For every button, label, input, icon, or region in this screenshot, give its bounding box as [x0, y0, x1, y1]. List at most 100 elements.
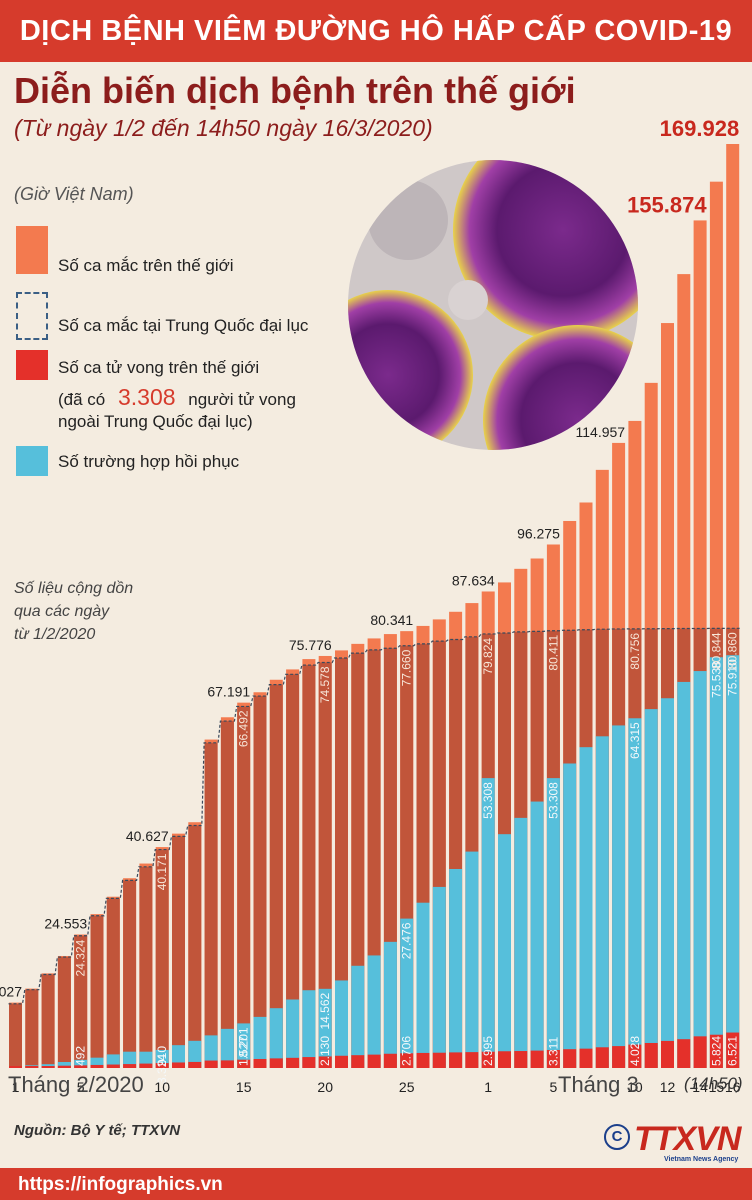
x-tick-label: 20 [317, 1079, 333, 1095]
deaths-label: 1.527 [237, 1036, 251, 1066]
china-cases-outline [8, 627, 740, 1005]
bar-recovered [677, 681, 691, 1068]
deaths-label: 3.311 [546, 1037, 560, 1066]
bar-total-label: 24.553 [44, 915, 87, 931]
bar-deaths [139, 1063, 153, 1068]
legend-deaths-note-prefix: (đã có [58, 390, 106, 409]
recovered-label: 53.308 [546, 782, 560, 819]
bar-total-label: 80.341 [370, 612, 413, 628]
bar-recovered [367, 955, 381, 1068]
bar-recovered [530, 801, 544, 1068]
bar-china-cases [269, 684, 283, 1068]
cumulative-note-line2: qua các ngày [14, 603, 110, 620]
x-tick-label: 14 [692, 1079, 708, 1095]
deaths-label: 6.521 [726, 1036, 740, 1066]
bar-deaths [188, 1061, 202, 1068]
legend-label-recovered: Số trường hợp hồi phục [58, 452, 240, 471]
bar-recovered [220, 1028, 234, 1068]
bar-recovered [351, 965, 365, 1068]
month-label-mar: Tháng 3 [558, 1072, 639, 1097]
x-tick-label: 1 [12, 1079, 20, 1095]
bar-deaths [628, 1044, 642, 1068]
x-tick-label: 12 [660, 1079, 676, 1095]
bar-recovered [579, 747, 593, 1068]
bar-recovered [237, 1023, 251, 1068]
china-cases-label: 74.578 [318, 666, 332, 703]
bar-deaths [612, 1046, 626, 1068]
bar-china-cases [74, 935, 88, 1068]
bar-recovered [90, 1057, 104, 1068]
bar-recovered [318, 988, 332, 1068]
bar-total-label: 87.634 [452, 572, 495, 588]
x-tick-label: 1 [484, 1079, 492, 1095]
bar-deaths [693, 1036, 707, 1068]
bar-deaths [155, 1063, 169, 1068]
bar-deaths [90, 1064, 104, 1068]
deaths-label: 492 [74, 1046, 88, 1066]
bar-recovered [465, 851, 479, 1068]
bar-recovered [269, 1008, 283, 1068]
china-cases-label: 24.324 [74, 939, 88, 976]
bar-deaths [172, 1062, 185, 1068]
bar-deaths [383, 1053, 397, 1068]
legend-label-world-deaths: Số ca tử vong trên thế giới [58, 358, 260, 377]
china-cases-label: 80.756 [628, 633, 642, 670]
legend-deaths-note: (đã có 3.308 người tử vong [58, 384, 296, 411]
bar-china-cases [286, 674, 300, 1068]
bar-recovered [481, 778, 495, 1068]
bar-recovered [286, 999, 300, 1068]
bar-recovered [644, 709, 658, 1068]
bar-china-cases [302, 665, 316, 1068]
china-cases-label: 40.171 [155, 853, 169, 890]
bar-recovered [253, 1016, 267, 1068]
bar-recovered [204, 1035, 218, 1068]
bar-deaths [220, 1060, 234, 1068]
bar-recovered [612, 725, 626, 1068]
bar-deaths [563, 1049, 577, 1068]
bar-china-cases [335, 658, 348, 1068]
bar-deaths [41, 1066, 55, 1068]
legend-label-world-cases: Số ca mắc trên thế giới [58, 256, 234, 275]
bar-deaths [530, 1050, 544, 1068]
bar-total-label: 67.191 [207, 684, 250, 700]
bar-recovered [449, 868, 463, 1068]
time-note: (14h50) [684, 1074, 743, 1093]
legend-swatch-world-cases [16, 226, 48, 274]
bar-deaths [269, 1058, 283, 1068]
bar-total-label: 12.027 [0, 984, 22, 1000]
bar-recovered [188, 1040, 202, 1068]
bar-recovered [661, 698, 674, 1068]
cumulative-note-line3: từ 1/2/2020 [14, 626, 96, 643]
bar-deaths [661, 1040, 674, 1068]
bar-deaths [253, 1058, 267, 1068]
bar-deaths [546, 1049, 560, 1068]
bar-recovered [123, 1051, 137, 1068]
legend-swatch-recovered [16, 446, 48, 476]
covid-chart: 12.027 24.553 40.627 67.191 75.776 80.341 87.6… [0, 116, 741, 1095]
footer-url-link[interactable]: https://infographics.vn [18, 1174, 223, 1195]
bar-china-cases [123, 880, 137, 1068]
x-tick-label: 10 [154, 1079, 170, 1095]
cumulative-note-line1: Số liệu cộng dồn [14, 580, 134, 597]
x-tick-label: 15 [236, 1079, 252, 1095]
bar-china-cases [188, 825, 202, 1068]
china-cases-label: 80.844 [709, 632, 723, 669]
bar-deaths [286, 1057, 300, 1068]
source-note: Nguồn: Bộ Y tế; TTXVN [14, 1122, 181, 1139]
deaths-label: 2.130 [318, 1036, 332, 1066]
deaths-label: 2.706 [400, 1036, 414, 1066]
bar-total-label: 169.928 [660, 116, 740, 141]
bar-china-cases [204, 742, 218, 1068]
bar-total-label: 155.874 [627, 192, 707, 217]
recovered-label: 8.201 [237, 1027, 251, 1057]
legend-swatch-china-cases [16, 292, 48, 340]
bar-deaths [595, 1047, 609, 1068]
recovered-label: 14.562 [318, 992, 332, 1029]
footer-bar: https://infographics.vn [0, 1168, 752, 1200]
bar-recovered [595, 736, 609, 1068]
deaths-label: 2.995 [481, 1036, 495, 1066]
legend-label-china-cases: Số ca mắc tại Trung Quốc đại lục [58, 316, 309, 335]
bar-china-cases [220, 721, 234, 1068]
bar-recovered [432, 886, 446, 1068]
cumulative-note: Số liệu cộng dồn qua các ngày từ 1/2/202… [14, 577, 133, 646]
